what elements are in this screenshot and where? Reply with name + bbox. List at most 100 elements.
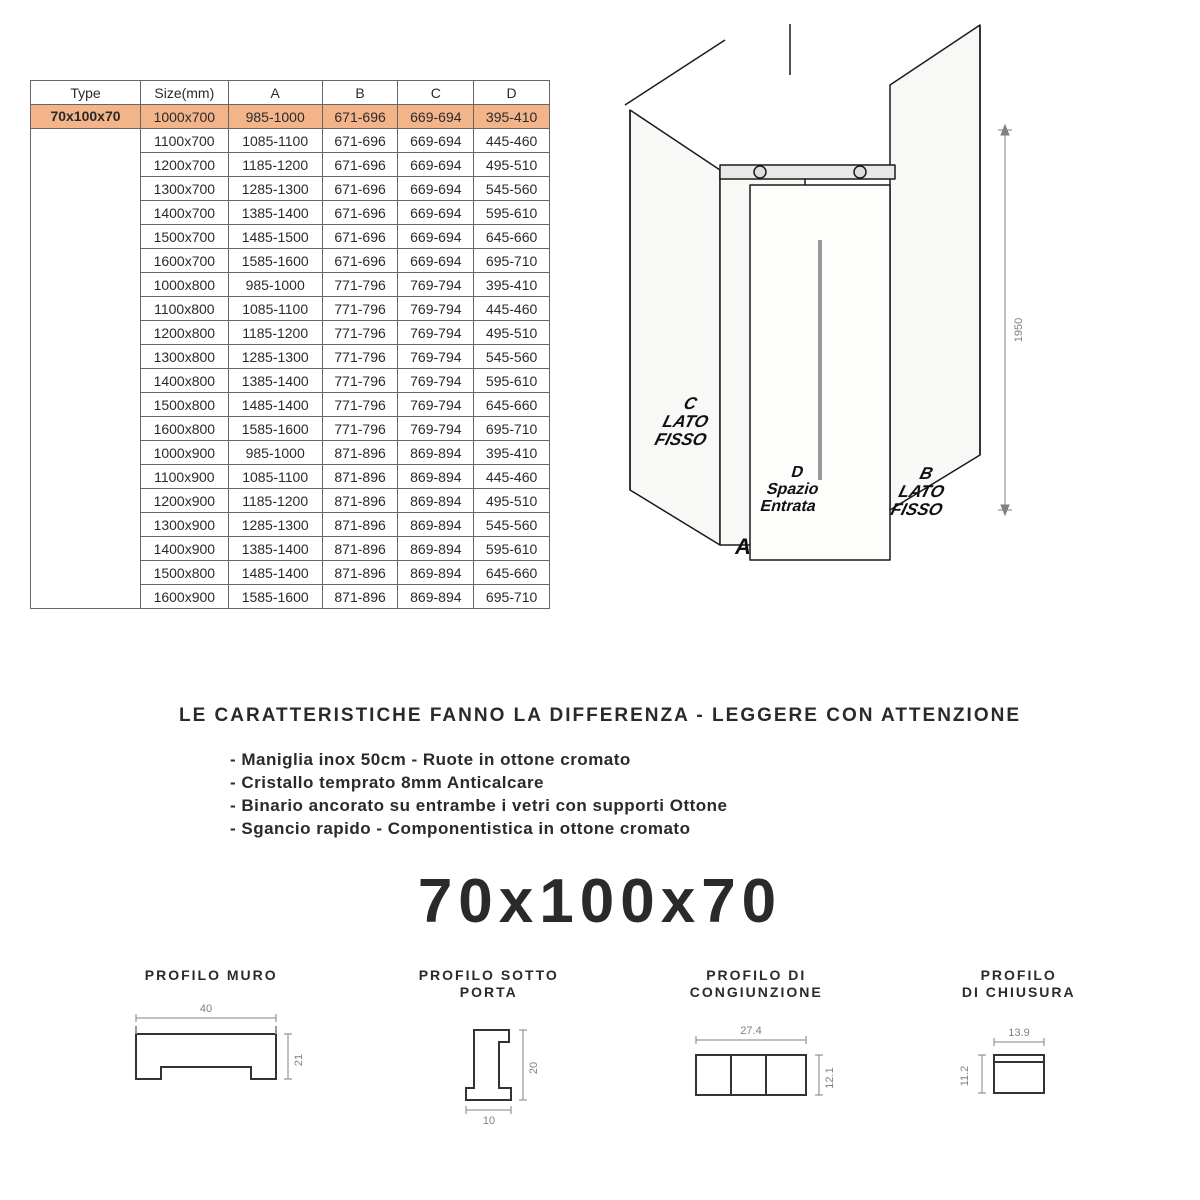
col-D: D	[474, 81, 550, 105]
cell-C: 869-894	[398, 537, 474, 561]
cell-size: 1500x800	[141, 393, 229, 417]
cell-size: 1600x900	[141, 585, 229, 609]
cell-D: 645-660	[474, 393, 550, 417]
cell-A: 1085-1100	[228, 465, 322, 489]
cell-D: 695-710	[474, 417, 550, 441]
cell-B: 671-696	[322, 105, 398, 129]
cell-B: 771-796	[322, 297, 398, 321]
cell-B: 771-796	[322, 321, 398, 345]
cell-C: 869-894	[398, 561, 474, 585]
profile-sotto-porta: PROFILO SOTTO PORTA 10 20	[419, 967, 559, 1131]
cell-C: 769-794	[398, 417, 474, 441]
cell-C: 869-894	[398, 513, 474, 537]
cell-B: 671-696	[322, 225, 398, 249]
cell-A: 1185-1200	[228, 321, 322, 345]
cell-size: 1600x800	[141, 417, 229, 441]
cell-A: 1485-1400	[228, 393, 322, 417]
cell-size: 1000x900	[141, 441, 229, 465]
cell-C: 769-794	[398, 321, 474, 345]
profile-muro-title: PROFILO MURO	[116, 967, 306, 984]
cell-C: 869-894	[398, 441, 474, 465]
diagram-label-A: A	[735, 535, 751, 558]
cell-A: 1385-1400	[228, 201, 322, 225]
cell-C: 769-794	[398, 393, 474, 417]
cell-D: 595-610	[474, 537, 550, 561]
cell-size: 1300x900	[141, 513, 229, 537]
cell-A: 985-1000	[228, 273, 322, 297]
cell-D: 395-410	[474, 105, 550, 129]
bullet: - Binario ancorato su entrambe i vetri c…	[230, 795, 1200, 818]
cell-A: 1585-1600	[228, 417, 322, 441]
cell-size: 1500x800	[141, 561, 229, 585]
cell-size: 1400x700	[141, 201, 229, 225]
cell-B: 671-696	[322, 249, 398, 273]
profile-congiunzione: PROFILO DI CONGIUNZIONE 27.4 12.1	[671, 967, 841, 1121]
cell-A: 1485-1500	[228, 225, 322, 249]
cell-B: 871-896	[322, 441, 398, 465]
type-cell: 70x100x70	[31, 105, 141, 129]
cell-B: 671-696	[322, 177, 398, 201]
cell-D: 645-660	[474, 225, 550, 249]
top-area: Type Size(mm) A B C D 70x100x701000x7009…	[0, 0, 1200, 670]
cell-D: 495-510	[474, 489, 550, 513]
cell-D: 545-560	[474, 345, 550, 369]
svg-text:10: 10	[483, 1115, 495, 1127]
cell-size: 1100x700	[141, 129, 229, 153]
cell-C: 869-894	[398, 489, 474, 513]
col-C: C	[398, 81, 474, 105]
cell-D: 395-410	[474, 441, 550, 465]
bullet: - Cristallo temprato 8mm Anticalcare	[230, 772, 1200, 795]
shower-diagram: 1950 CLATOFISSO BLATOFISSO DSpazioEntrat…	[610, 20, 1040, 670]
profile-chiusura: PROFILO DI CHIUSURA 13.9 11.2	[954, 967, 1084, 1121]
spec-table: Type Size(mm) A B C D 70x100x701000x7009…	[30, 80, 550, 609]
bullet: - Maniglia inox 50cm - Ruote in ottone c…	[230, 749, 1200, 772]
cell-C: 669-694	[398, 249, 474, 273]
table-row: 70x100x701000x700985-1000671-696669-6943…	[31, 105, 550, 129]
cell-size: 1300x700	[141, 177, 229, 201]
table-header-row: Type Size(mm) A B C D	[31, 81, 550, 105]
svg-text:27.4: 27.4	[741, 1025, 762, 1037]
height-dim: 1950	[1013, 318, 1025, 342]
cell-A: 1385-1400	[228, 537, 322, 561]
cell-B: 671-696	[322, 153, 398, 177]
cell-A: 985-1000	[228, 441, 322, 465]
headline: LE CARATTERISTICHE FANNO LA DIFFERENZA -…	[0, 705, 1200, 727]
cell-A: 985-1000	[228, 105, 322, 129]
profile-sotto-title: PROFILO SOTTO PORTA	[419, 967, 559, 1001]
svg-text:21: 21	[293, 1053, 305, 1065]
col-B: B	[322, 81, 398, 105]
cell-D: 545-560	[474, 177, 550, 201]
cell-A: 1085-1100	[228, 129, 322, 153]
cell-D: 695-710	[474, 249, 550, 273]
profiles-row: PROFILO MURO 40 21 PROFILO SOTTO PORTA 1…	[0, 967, 1200, 1131]
cell-B: 771-796	[322, 417, 398, 441]
cell-C: 669-694	[398, 153, 474, 177]
cell-B: 871-896	[322, 489, 398, 513]
cell-A: 1085-1100	[228, 297, 322, 321]
cell-C: 669-694	[398, 201, 474, 225]
cell-D: 695-710	[474, 585, 550, 609]
cell-A: 1185-1200	[228, 489, 322, 513]
col-A: A	[228, 81, 322, 105]
cell-A: 1485-1400	[228, 561, 322, 585]
cell-C: 669-694	[398, 105, 474, 129]
cell-D: 495-510	[474, 153, 550, 177]
profile-muro: PROFILO MURO 40 21	[116, 967, 306, 1104]
cell-size: 1100x900	[141, 465, 229, 489]
cell-B: 771-796	[322, 345, 398, 369]
svg-text:40: 40	[200, 1003, 212, 1015]
cell-A: 1285-1300	[228, 513, 322, 537]
cell-C: 669-694	[398, 177, 474, 201]
cell-D: 395-410	[474, 273, 550, 297]
cell-D: 545-560	[474, 513, 550, 537]
cell-B: 871-896	[322, 465, 398, 489]
feature-bullets: - Maniglia inox 50cm - Ruote in ottone c…	[230, 749, 1200, 841]
cell-C: 869-894	[398, 465, 474, 489]
cell-A: 1585-1600	[228, 249, 322, 273]
cell-B: 871-896	[322, 561, 398, 585]
cell-D: 445-460	[474, 129, 550, 153]
svg-text:11.2: 11.2	[959, 1066, 971, 1087]
cell-A: 1185-1200	[228, 153, 322, 177]
cell-B: 671-696	[322, 129, 398, 153]
cell-B: 871-896	[322, 585, 398, 609]
